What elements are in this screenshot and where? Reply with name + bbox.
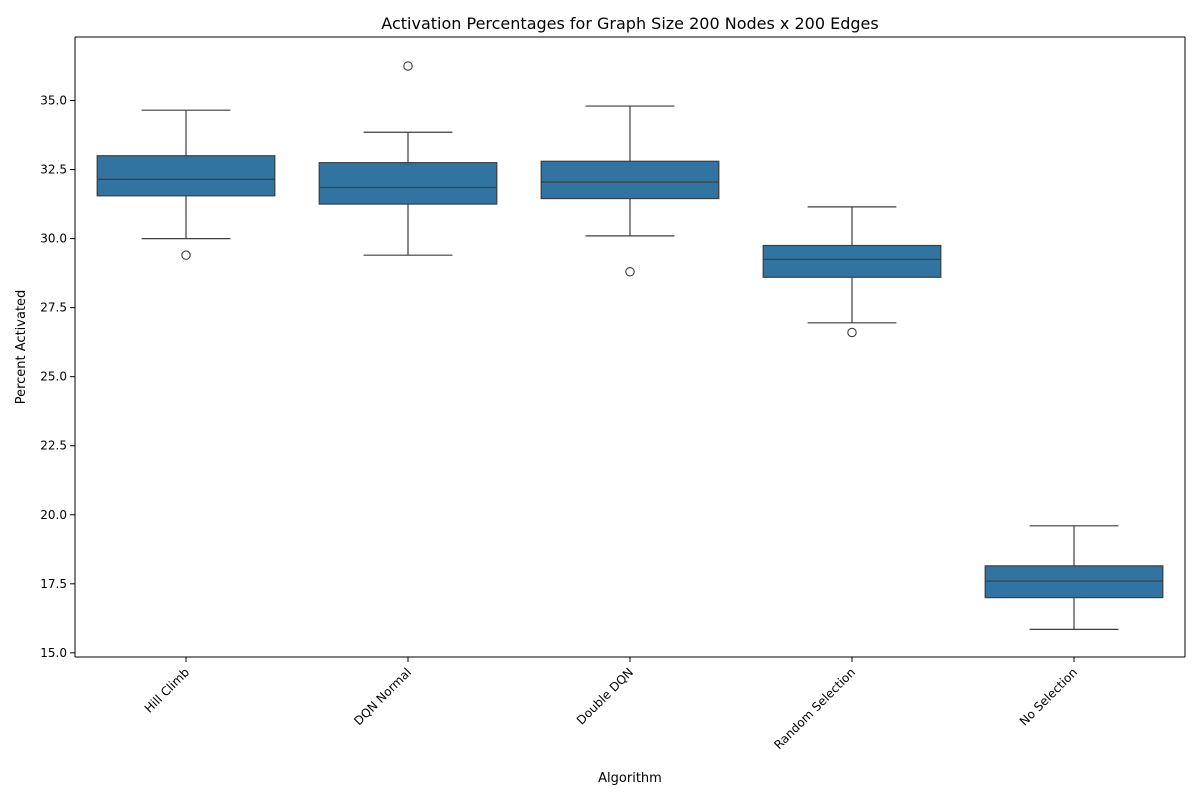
outlier-point-dqn-normal-0 — [403, 61, 413, 71]
box-dqn-normal — [318, 162, 498, 205]
x-tick-label: No Selection — [1017, 665, 1080, 728]
x-axis-label: Algorithm — [598, 771, 662, 786]
box-hill-climb — [96, 155, 276, 197]
y-tick-label: 20.0 — [40, 508, 67, 522]
x-tick-label: Hill Climb — [142, 665, 192, 715]
chart-title: Activation Percentages for Graph Size 20… — [381, 14, 878, 33]
y-tick-label: 15.0 — [40, 646, 67, 660]
outlier-point-random-selection-0 — [847, 327, 857, 338]
y-tick-label: 22.5 — [40, 439, 67, 453]
box-double-dqn — [540, 160, 720, 200]
outlier-point-double-dqn-0 — [625, 266, 635, 277]
plot-area: 15.0 17.5 20.0 22.5 25.0 27.5 30.0 32.5 35.0 Hill… — [40, 36, 1186, 752]
outlier-point-hill-climb-0 — [181, 250, 191, 260]
y-tick-label: 17.5 — [40, 577, 67, 591]
x-tick-label: DQN Normal — [351, 665, 414, 728]
box-random-selection — [762, 244, 942, 278]
y-tick-label: 35.0 — [40, 94, 67, 108]
x-tick-label: Random Selection — [771, 665, 858, 752]
box-no-selection — [984, 565, 1164, 599]
y-tick-label: 27.5 — [40, 301, 67, 315]
y-tick-label: 30.0 — [40, 232, 67, 246]
y-tick-label: 25.0 — [40, 370, 67, 384]
y-axis-label: Percent Activated — [14, 290, 29, 405]
y-tick-label: 32.5 — [40, 163, 67, 177]
x-tick-label: Double DQN — [574, 665, 636, 727]
